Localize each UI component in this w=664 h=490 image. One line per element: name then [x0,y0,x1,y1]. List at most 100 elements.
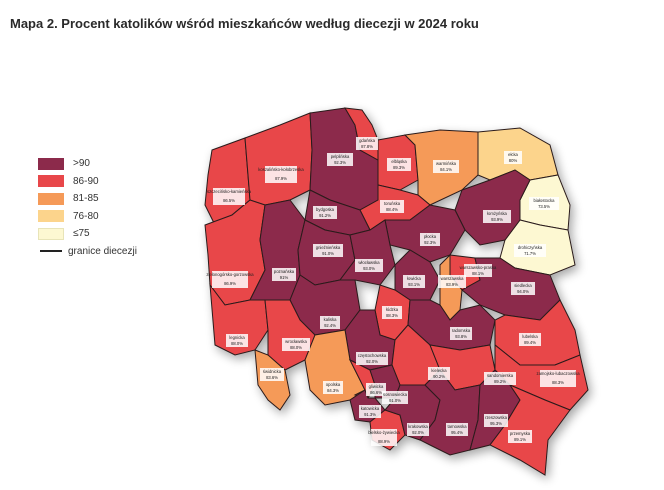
label-value: 93.0% [363,266,375,271]
label-value: 83.6% [266,375,278,380]
label-name: pelplińska [331,154,350,159]
label-value: 88.9% [378,439,390,444]
label-value: 88.1% [472,271,484,276]
label-value: 89.2% [494,379,506,384]
label-value: 93.1% [408,282,420,287]
legend-label: ≤75 [73,228,90,240]
region-koszalinsko-kolobrzeska [244,112,313,206]
label-value: 86.5% [223,198,235,203]
legend-item-gt90: >90 [38,155,137,173]
label-name: kaliska [324,317,337,322]
label-value: 91.0% [389,398,401,403]
legend-label: granice diecezji [68,245,137,257]
legend-item-le75: ≤75 [38,225,137,243]
label-name: krakowska [408,424,428,429]
label-name: koszalińsko-kołobrzeska [258,167,304,172]
label-value: 93.9% [491,217,503,222]
label-name: bydgoska [316,207,335,212]
label-value: 84.1% [440,167,452,172]
label-value: 90.2% [433,374,445,379]
legend-swatch [38,192,64,205]
label-name: bielsko-żywiecka [368,430,400,435]
label-value: 93.8% [455,334,467,339]
label-value: 87.9% [275,176,287,181]
label-value: 95.3% [490,421,502,426]
label-value: 92.0% [366,359,378,364]
label-name: opolska [326,382,341,387]
label-value: 84.3% [327,388,339,393]
label-name: łódzka [386,307,399,312]
boundary-line-icon [40,250,62,253]
legend-swatch [38,210,64,223]
label-value: 92.0% [412,430,424,435]
label-value: 94.0% [517,289,529,294]
legend-swatch [38,175,64,188]
label-value: 89.3% [393,165,405,170]
legend-item-86-90: 86-90 [38,173,137,191]
label-name: zamojsko-lubaczowska [536,371,580,376]
legend: >90 86-90 81-85 76-80 ≤75 granice diecez… [38,155,137,260]
label-value: 71.7% [524,251,536,256]
label-name: białostocka [534,198,556,203]
legend-label: 76-80 [73,210,99,222]
label-value: 91.3% [364,412,376,417]
label-name: rzeszowska [485,415,508,420]
label-name: kielecka [431,368,447,373]
label-value: 91.2% [319,213,331,218]
legend-item-boundary: granice diecezji [38,243,137,261]
label-name: włocławska [358,260,380,265]
label-name: radomska [452,328,471,333]
label-value: 88.3% [552,380,564,385]
label-name: drohiczyńska [518,245,543,250]
label-value: 88.4% [386,207,398,212]
label-value: 80% [509,158,518,163]
label-value: 92.3% [334,160,346,165]
label-name: elbląska [391,159,407,164]
label-name: świdnicka [263,369,282,374]
label-value: 92.4% [324,323,336,328]
label-name: ełcka [508,152,518,157]
label-name: łomżyńska [487,211,507,216]
label-value: 87.8% [361,144,373,149]
label-value: 92.3% [424,240,436,245]
label-name: przemyska [510,431,531,436]
label-name: gliwicka [369,384,384,389]
label-value: 91.0% [322,251,334,256]
label-name: warmińska [436,161,457,166]
label-name: warszawsko-praska [460,265,497,270]
label-value: 86.9% [224,281,236,286]
label-value: 88.0% [231,341,243,346]
label-name: gdańska [359,138,376,143]
label-value: 89.1% [514,437,526,442]
label-name: sosnowiecka [383,392,408,397]
label-value: 86.6% [370,390,382,395]
label-name: poznańska [274,269,295,274]
label-value: 88.3% [386,313,398,318]
label-name: zielonogórsko-gorzowska [206,272,254,277]
label-value: 83.9% [446,282,458,287]
legend-label: >90 [73,158,90,170]
label-value: 95.4% [451,430,463,435]
label-value: 91% [280,275,289,280]
label-name: szczecińsko-kamieńska [207,189,252,194]
legend-label: 86-90 [73,175,99,187]
label-name: łowicka [407,276,421,281]
label-name: tarnowska [447,424,467,429]
diocese-labels: pelplińska 92.3% gdańska 87.8% elbląska … [206,137,580,446]
legend-swatch [38,227,64,240]
label-value: 73.5% [538,204,550,209]
label-name: warszawska [441,276,464,281]
label-name: lubelska [522,334,538,339]
label-name: katowicka [361,406,380,411]
label-name: płocka [424,234,437,239]
label-name: siedlecka [514,283,532,288]
map-title: Mapa 2. Procent katolików wśród mieszkań… [10,16,479,31]
label-name: gnieźnieńska [316,245,341,250]
label-name: częstochowska [358,353,387,358]
label-name: legnicka [229,335,245,340]
legend-swatch [38,157,64,170]
legend-item-76-80: 76-80 [38,208,137,226]
label-name: sandomierska [487,373,514,378]
label-value: 89.4% [524,340,536,345]
